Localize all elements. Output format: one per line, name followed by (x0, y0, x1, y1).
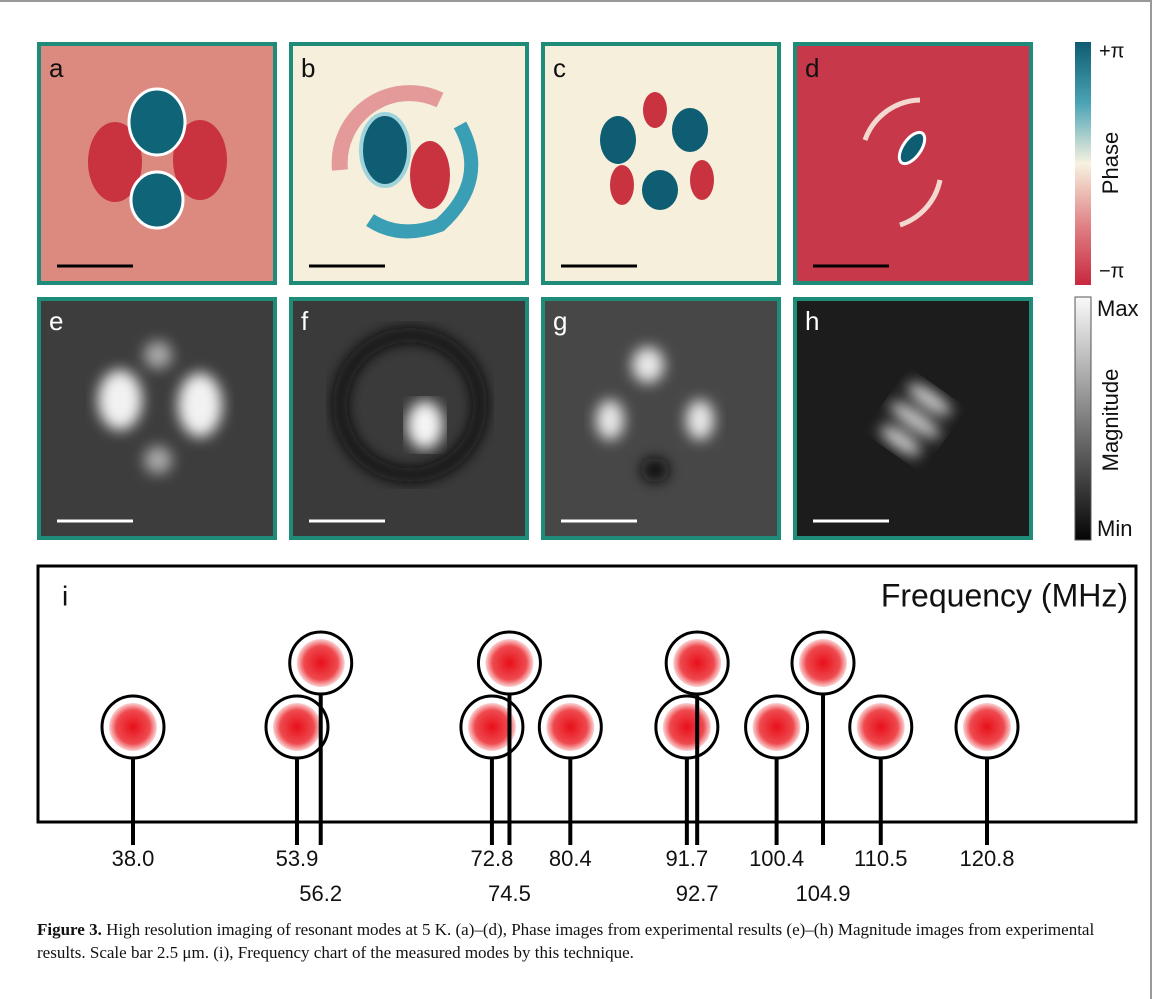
frequency-label: 100.4 (749, 846, 804, 871)
panel-h (795, 299, 1031, 538)
caption-text: High resolution imaging of resonant mode… (37, 920, 1094, 962)
frequency-label: 53.9 (276, 846, 319, 871)
mode-pattern (297, 639, 345, 687)
frequency-label: 104.9 (795, 881, 850, 906)
magnitude-colorbar (1075, 297, 1091, 540)
mode-pattern (273, 703, 321, 751)
frequency-label: 120.8 (959, 846, 1014, 871)
panel-b (291, 44, 527, 283)
panel-letter: d (805, 53, 819, 83)
figure-graphic: +π −π Phase Max Min Magnitude i Frequenc… (0, 0, 1153, 999)
panel-d (795, 44, 1031, 283)
caption-label: Figure 3. (37, 920, 102, 939)
mode-pattern (546, 703, 594, 751)
figure: +π −π Phase Max Min Magnitude i Frequenc… (0, 0, 1153, 999)
chart-title: Frequency (MHz) (881, 577, 1128, 613)
mode-pattern (109, 703, 157, 751)
frequency-label: 110.5 (854, 846, 907, 871)
panel-a (39, 44, 275, 283)
panel-letter: h (805, 306, 819, 336)
frequency-label: 38.0 (112, 846, 155, 871)
frequency-label: 72.8 (471, 846, 514, 871)
frequency-label: 92.7 (676, 881, 719, 906)
frequency-label: 74.5 (488, 881, 531, 906)
colorbar-label: Phase (1098, 132, 1123, 194)
panel-letter: c (553, 53, 566, 83)
panel-letter: i (62, 580, 68, 611)
mode-pattern (663, 703, 711, 751)
panel-letter: f (301, 306, 309, 336)
panel-g (543, 299, 779, 538)
mode-pattern (963, 703, 1011, 751)
panel-letter: g (553, 306, 567, 336)
panel-f (291, 299, 527, 538)
panel-letter: a (49, 53, 64, 83)
colorbar-top: Max (1097, 296, 1139, 321)
phase-colorbar (1075, 42, 1091, 285)
mode-pattern (753, 703, 801, 751)
mode-pattern (799, 639, 847, 687)
colorbar-top: +π (1099, 40, 1124, 62)
page: +π −π Phase Max Min Magnitude i Frequenc… (0, 0, 1153, 999)
panel-c (543, 44, 779, 283)
colorbar-bottom: −π (1099, 260, 1124, 282)
mode-pattern (673, 639, 721, 687)
panel-letter: b (301, 53, 315, 83)
caption: Figure 3. High resolution imaging of res… (37, 918, 1117, 964)
panel-e (39, 299, 275, 538)
panel-letter: e (49, 306, 63, 336)
mode-pattern (485, 639, 533, 687)
mode-pattern (857, 703, 905, 751)
frequency-label: 80.4 (549, 846, 592, 871)
colorbar-bottom: Min (1097, 516, 1132, 541)
colorbar-label: Magnitude (1098, 369, 1123, 472)
frequency-label: 56.2 (299, 881, 342, 906)
frequency-label: 91.7 (665, 846, 708, 871)
